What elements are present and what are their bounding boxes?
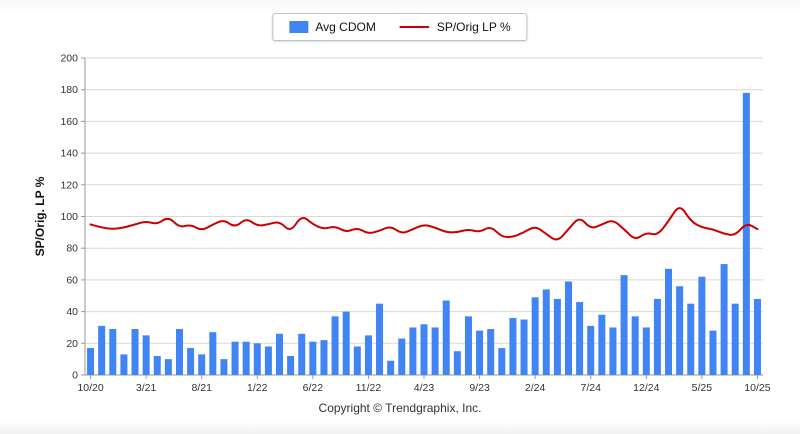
bar-avg-cdom <box>120 354 128 375</box>
y-tick-label: 180 <box>60 84 78 96</box>
y-tick-label: 100 <box>60 211 78 223</box>
bar-avg-cdom <box>398 338 406 375</box>
x-tick-label: 7/24 <box>581 382 602 394</box>
bar-avg-cdom <box>364 335 372 376</box>
bar-avg-cdom <box>576 302 584 375</box>
x-tick-label: 2/24 <box>525 382 546 394</box>
bar-avg-cdom <box>676 286 684 375</box>
x-tick-label: 10/25 <box>744 382 770 394</box>
bar-avg-cdom <box>276 333 284 375</box>
legend-label-avg-cdom: Avg CDOM <box>315 20 376 34</box>
x-tick-label: 9/23 <box>469 382 490 394</box>
chart-canvas: 0 20 40 60 80 100 120 140 160 180 200 10/20 3/21 8/21… <box>33 53 771 395</box>
bar-avg-cdom <box>153 355 161 375</box>
line-series-swatch <box>399 26 430 28</box>
bar-avg-cdom <box>609 327 617 375</box>
bar-avg-cdom <box>531 297 539 375</box>
bar-avg-cdom <box>264 346 272 375</box>
bar-avg-cdom <box>175 329 183 375</box>
bar-avg-cdom <box>187 348 195 375</box>
bar-avg-cdom <box>698 276 706 375</box>
bar-avg-cdom <box>553 298 561 375</box>
bar-avg-cdom <box>542 289 550 375</box>
bar-avg-cdom <box>687 303 695 375</box>
bar-avg-cdom <box>631 316 639 375</box>
legend-label-sp-orig-lp: SP/Orig LP % <box>436 20 511 34</box>
y-tick-label: 0 <box>72 370 78 382</box>
x-tick-label: 8/21 <box>191 382 212 394</box>
bar-avg-cdom <box>164 359 172 375</box>
y-tick-label: 40 <box>66 306 78 318</box>
bar-avg-cdom <box>242 341 250 375</box>
legend-item-avg-cdom[interactable]: Avg CDOM <box>289 20 376 34</box>
bar-avg-cdom <box>642 327 650 375</box>
bar-avg-cdom <box>487 329 495 375</box>
bar-avg-cdom <box>476 330 484 375</box>
line-sp-orig-lp <box>89 207 759 241</box>
bar-series-swatch <box>289 21 309 33</box>
bar-avg-cdom <box>587 325 595 375</box>
bar-avg-cdom <box>431 327 439 375</box>
bar-avg-cdom <box>209 332 217 375</box>
bar-avg-cdom <box>742 92 750 376</box>
bar-avg-cdom <box>331 316 339 375</box>
x-tick-label: 5/25 <box>692 382 713 394</box>
bar-avg-cdom <box>342 311 350 375</box>
y-tick-label: 80 <box>66 243 78 255</box>
bar-avg-cdom <box>409 327 417 375</box>
bar-avg-cdom <box>231 341 239 375</box>
bar-avg-cdom <box>509 317 517 375</box>
bar-avg-cdom <box>653 298 661 375</box>
bar-avg-cdom <box>309 341 317 375</box>
y-tick-label: 200 <box>60 53 78 65</box>
bar-avg-cdom <box>320 340 328 375</box>
x-tick-label: 3/21 <box>136 382 157 394</box>
x-tick-label: 10/20 <box>77 382 103 394</box>
y-tick-label: 60 <box>66 274 78 286</box>
bar-avg-cdom <box>387 360 395 375</box>
bar-avg-cdom <box>220 359 228 375</box>
bar-avg-cdom <box>464 316 472 375</box>
bar-avg-cdom <box>253 343 261 375</box>
bar-avg-cdom <box>376 303 384 375</box>
copyright-text: Copyright © Trendgraphix, Inc. <box>318 401 482 415</box>
bar-avg-cdom <box>731 303 739 375</box>
bar-avg-cdom <box>131 329 139 375</box>
bar-avg-cdom <box>520 319 528 375</box>
bar-avg-cdom <box>564 281 572 375</box>
bar-avg-cdom <box>298 333 306 375</box>
y-tick-label: 120 <box>60 179 78 191</box>
bar-avg-cdom <box>87 348 95 375</box>
bar-avg-cdom <box>709 330 717 375</box>
bar-avg-cdom <box>753 298 761 375</box>
bar-avg-cdom <box>665 268 673 375</box>
bar-avg-cdom <box>353 346 361 375</box>
y-tick-label: 20 <box>66 338 78 350</box>
x-tick-label: 12/24 <box>633 382 659 394</box>
y-tick-label: 140 <box>60 148 78 160</box>
bar-avg-cdom <box>420 324 428 375</box>
bar-avg-cdom <box>198 354 206 375</box>
bar-avg-cdom <box>453 351 461 375</box>
bar-avg-cdom <box>620 275 628 375</box>
y-axis-title: SP/Orig. LP % <box>33 176 47 256</box>
bar-avg-cdom <box>442 300 450 375</box>
bar-avg-cdom <box>287 355 295 375</box>
x-tick-label: 11/22 <box>356 382 382 394</box>
bar-avg-cdom <box>720 264 728 375</box>
bar-avg-cdom <box>109 329 117 375</box>
chart-legend: Avg CDOM SP/Orig LP % <box>272 13 528 41</box>
x-tick-label: 4/23 <box>414 382 435 394</box>
bar-avg-cdom <box>498 348 506 375</box>
legend-item-sp-orig-lp[interactable]: SP/Orig LP % <box>399 20 511 34</box>
bar-avg-cdom <box>98 325 106 375</box>
bar-avg-cdom <box>598 314 606 375</box>
bar-avg-cdom <box>142 335 150 376</box>
x-tick-label: 1/22 <box>247 382 268 394</box>
y-tick-label: 160 <box>60 116 78 128</box>
x-tick-label: 6/22 <box>303 382 324 394</box>
